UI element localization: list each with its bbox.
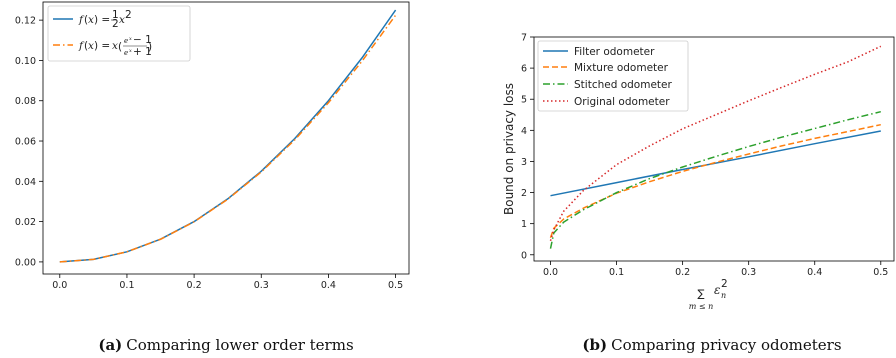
panel-a-legend: f ( x ) = 1 2 x 2 f ( x ) = x ( e x − 1 [47, 5, 191, 62]
panel-b-legend: Filter odometer Mixture odometer Stitche… [537, 40, 689, 112]
panel-b-legend-label-stitched: Stitched odometer [574, 79, 672, 91]
svg-text:(: ( [84, 40, 88, 52]
b-x-tick-label: 0.0 [543, 267, 558, 278]
panel-b-caption-text: Comparing privacy odometers [611, 336, 841, 354]
a-x-tick-label: 0.1 [119, 280, 134, 291]
b-y-tick-label: 7 [521, 33, 527, 44]
a-y-tick-label: 0.08 [15, 96, 36, 107]
a-series-line-1 [59, 14, 397, 263]
panel-a-caption-text: Comparing lower order terms [126, 336, 353, 354]
a-x-tick-label: 0.5 [388, 280, 403, 291]
panel-a-x-ticks: 0.0 0.1 0.2 0.3 0.4 0.5 [52, 274, 403, 291]
b-series-line-1 [549, 123, 881, 238]
panel-b-series [549, 45, 882, 249]
b-x-tick-label: 0.1 [609, 267, 624, 278]
b-y-tick-label: 2 [521, 188, 527, 199]
panel-a-caption: (a) Comparing lower order terms [98, 336, 353, 354]
panel-a-legend-label-f2: f ( x ) = x ( e x − 1 e x + 1 ) [78, 34, 152, 58]
panel-a-axes-frame [42, 1, 410, 275]
b-y-tick-label: 0 [521, 250, 527, 261]
b-x-tick-label: 0.3 [741, 267, 756, 278]
panel-b-caption: (b) Comparing privacy odometers [582, 336, 841, 354]
svg-text:ε: ε [714, 283, 720, 297]
panel-a-y-ticks: 0.00 0.02 0.04 0.06 0.08 0.10 0.12 [15, 16, 43, 268]
panel-b-legend-label-original: Original odometer [574, 96, 670, 108]
b-y-tick-label: 5 [521, 95, 527, 106]
panel-a-chart: 0.0 0.1 0.2 0.3 0.4 0.5 0.000.020.040.060.080… [15, 1, 410, 354]
panel-b-x-ticks: 0.0 0.1 0.2 0.3 0.4 0.5 [543, 261, 888, 278]
panel-b-caption-label: (b) [582, 336, 607, 354]
svg-text:n: n [721, 291, 726, 300]
b-y-tick-label: 4 [521, 126, 527, 137]
b-y-tick-label: 1 [521, 219, 527, 230]
a-y-tick-label: 0.00 [15, 257, 36, 268]
svg-text:) =: ) = [94, 14, 110, 26]
svg-text:x: x [129, 48, 132, 54]
panel-a-caption-label: (a) [98, 336, 122, 354]
a-x-tick-label: 0.2 [187, 280, 202, 291]
svg-text:): ) [148, 41, 152, 53]
svg-text:(: ( [118, 41, 122, 53]
svg-text:x: x [119, 14, 125, 26]
svg-text:(: ( [84, 14, 88, 26]
b-series-line-0 [550, 130, 881, 197]
b-x-tick-label: 0.2 [675, 267, 690, 278]
panel-b-y-axis-label: Bound on privacy loss [502, 83, 516, 215]
b-series-line-3 [549, 45, 882, 242]
a-series-line-0 [59, 9, 397, 263]
panel-b-legend-box [537, 40, 689, 112]
a-y-tick-label: 0.10 [15, 56, 36, 67]
panel-b-legend-label-filter: Filter odometer [574, 46, 655, 58]
b-x-tick-label: 0.5 [873, 267, 888, 278]
a-x-tick-label: 0.3 [254, 280, 269, 291]
svg-text:) =: ) = [94, 40, 110, 52]
a-y-tick-label: 0.02 [15, 217, 36, 228]
panel-a-legend-box [47, 5, 191, 62]
svg-text:f: f [78, 14, 85, 26]
panel-b-y-ticks: 0 1 2 3 4 5 6 7 [521, 33, 534, 261]
b-x-tick-label: 0.4 [807, 267, 822, 278]
svg-text:m ≤ n: m ≤ n [689, 302, 714, 311]
panel-b-x-axis-label: ∑ m ≤ n ε n 2 [689, 278, 728, 311]
panel-b-axes-frame [533, 36, 895, 262]
svg-text:x: x [129, 36, 132, 42]
svg-text:x: x [112, 40, 118, 52]
svg-text:e: e [124, 37, 128, 45]
b-y-tick-label: 6 [521, 64, 527, 75]
a-y-tick-label: 0.06 [15, 137, 36, 148]
svg-text:f: f [78, 40, 85, 52]
svg-text:∑: ∑ [697, 288, 704, 300]
svg-text:2: 2 [721, 278, 728, 290]
a-x-tick-label: 0.0 [52, 280, 67, 291]
panel-b-chart: 0.0 0.1 0.2 0.3 0.4 0.5 0 1 2 3 4 5 6 7 Filter odome… [502, 33, 895, 354]
panel-a-legend-label-f1: f ( x ) = 1 2 x 2 [78, 9, 132, 30]
b-y-tick-label: 3 [521, 157, 527, 168]
svg-text:1: 1 [112, 9, 119, 21]
b-series-line-2 [549, 110, 881, 249]
svg-text:− 1: − 1 [133, 34, 152, 46]
panel-b-legend-label-mixture: Mixture odometer [574, 62, 669, 74]
a-x-tick-label: 0.4 [321, 280, 336, 291]
svg-text:x: x [88, 40, 94, 52]
panel-a-series [59, 9, 397, 263]
a-y-tick-label: 0.04 [15, 177, 36, 188]
svg-text:x: x [88, 14, 94, 26]
svg-text:2: 2 [125, 9, 132, 21]
svg-text:+ 1: + 1 [133, 46, 152, 58]
a-y-tick-label: 0.12 [15, 16, 36, 27]
svg-text:2: 2 [112, 18, 119, 30]
svg-text:e: e [124, 49, 128, 57]
